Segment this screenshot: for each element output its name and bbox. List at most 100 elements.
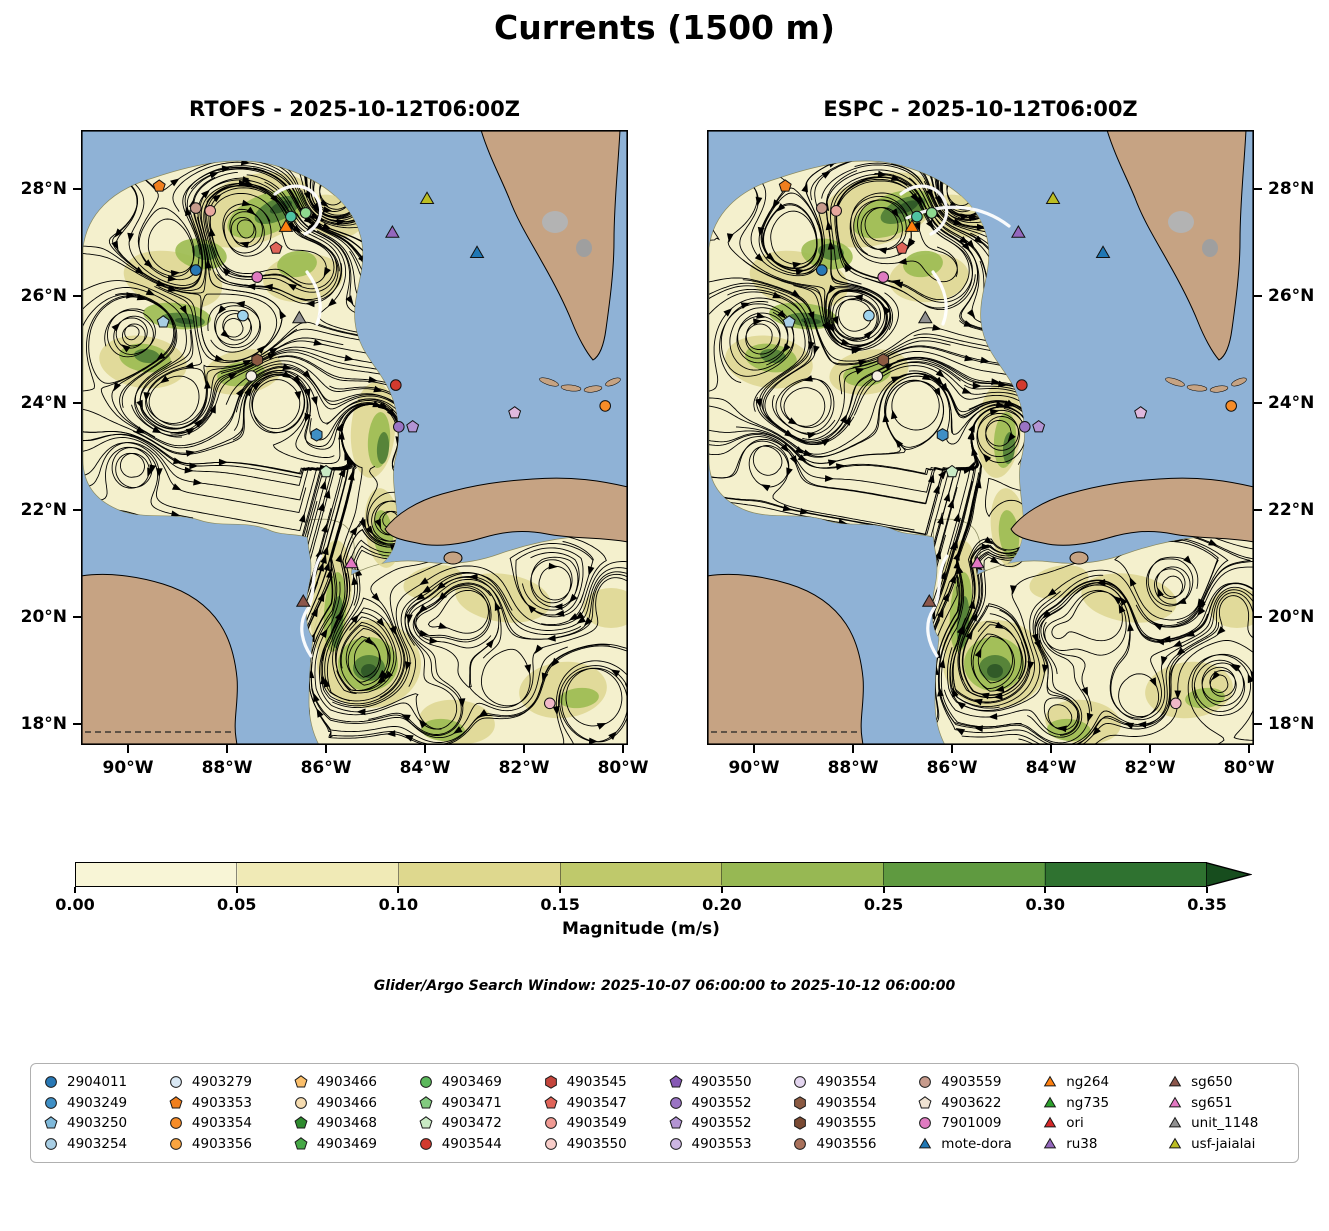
legend-entry-label: 4903554 (816, 1074, 877, 1091)
triangle-marker-icon (1168, 1116, 1182, 1128)
legend-entry: ru38 (1042, 1136, 1167, 1152)
colorbar-tick-label: 0.00 (55, 895, 95, 914)
land (81, 130, 628, 745)
colorbar-tick-mark (1206, 887, 1208, 893)
circle-marker-icon (919, 1117, 932, 1130)
colorbar-tick-mark (559, 887, 562, 893)
pentagon-marker-icon (544, 1095, 558, 1109)
instrument-marker-circle (245, 370, 258, 382)
legend-entry: 4903471 (418, 1095, 543, 1111)
pentagon-marker-icon (169, 1095, 183, 1109)
florida-land (1106, 130, 1247, 361)
lat-tick-mark (73, 294, 81, 297)
legend-entry: 4903353 (168, 1095, 293, 1111)
legend-entry: 4903552 (668, 1115, 793, 1131)
instrument-marker-ru38 (1011, 224, 1026, 238)
legend-entry-label: 4903249 (67, 1094, 128, 1111)
legend-entry-label: 2904011 (67, 1074, 128, 1091)
florida-keys (605, 377, 621, 387)
lat-tick-mark (73, 615, 81, 618)
legend-entry-label: 4903552 (691, 1115, 752, 1132)
lon-tick-mark (424, 745, 427, 753)
legend-entry: 4903544 (418, 1136, 543, 1152)
colorbar-tick-label: 0.35 (1187, 895, 1227, 914)
legend-entry: 4903553 (668, 1136, 793, 1152)
instrument-marker-circle (599, 400, 612, 412)
legend-entry: 4903254 (43, 1136, 168, 1152)
legend-entry-label: 4903550 (566, 1135, 627, 1152)
colorbar-tick-label: 0.25 (863, 895, 904, 914)
instrument-marker-circle (285, 210, 297, 223)
legend-entry-label: 4903469 (441, 1074, 502, 1091)
lon-tick-label: 82°W (498, 758, 550, 778)
legend-entry-label: 4903549 (566, 1115, 627, 1132)
legend-entry-label: ru38 (1066, 1135, 1098, 1152)
instrument-marker-circle (190, 264, 202, 276)
circle-marker-icon (169, 1076, 182, 1089)
lat-tick-mark (1254, 615, 1262, 618)
circle-marker-icon (544, 1137, 557, 1150)
florida-keys (560, 384, 582, 392)
circle-marker-icon (419, 1137, 432, 1150)
colorbar-segment-divider (559, 863, 561, 885)
circle-marker-icon (419, 1076, 432, 1089)
hexagon-marker-icon (794, 1116, 807, 1131)
pentagon-marker-icon (669, 1075, 682, 1088)
instrument-marker-ru38 (385, 224, 400, 238)
instrument-marker-sg650 (295, 593, 311, 607)
triangle-marker-icon (1043, 1096, 1057, 1108)
instrument-marker-pentagon (778, 179, 792, 192)
lon-tick-mark (852, 745, 855, 753)
instrument-marker-circle (911, 210, 923, 223)
pentagon-marker-icon (918, 1095, 932, 1109)
instrument-marker-sg651 (969, 555, 985, 569)
instrument-marker-circle (816, 264, 828, 276)
legend-entry: 4903554 (792, 1074, 917, 1090)
circle-marker-icon (794, 1137, 807, 1150)
instrument-marker-circle (1170, 697, 1182, 710)
legend-entry-label: mote-dora (941, 1135, 1012, 1152)
legend-entry-label: 4903279 (191, 1074, 253, 1091)
pentagon-marker-icon (294, 1136, 308, 1150)
gray-nodata-patch (1168, 211, 1194, 233)
instrument-marker-circle (1016, 379, 1028, 391)
instrument-marker-hexagon (251, 353, 264, 367)
legend-entry: 4903552 (668, 1095, 793, 1111)
instrument-marker-circle (863, 309, 875, 322)
colorbar-tick-label: 0.15 (540, 895, 580, 914)
colorbar-segment-divider (398, 863, 400, 885)
hexagon-marker-icon (794, 1095, 807, 1110)
colorbar-segment-divider (883, 863, 885, 885)
circle-marker-icon (169, 1117, 182, 1130)
figure-title: Currents (1500 m) (494, 8, 835, 47)
legend-entry: 4903250 (43, 1115, 168, 1131)
map-frame (81, 130, 628, 745)
legend-entry-label: unit_1148 (1191, 1115, 1259, 1132)
legend-entry-label: 4903552 (691, 1094, 752, 1111)
legend-entry-label: ori (1066, 1115, 1084, 1132)
instrument-marker-pentagon (945, 464, 959, 478)
instrument-marker-pentagon (1134, 406, 1148, 419)
circle-marker-icon (294, 1096, 307, 1109)
legend-entry: 2904011 (43, 1074, 168, 1090)
map-frame (707, 130, 1254, 745)
legend-entry: 4903622 (917, 1095, 1042, 1111)
legend-entry: 4903472 (418, 1115, 543, 1131)
legend: 2904011 4903249 4903250 4903254 4903279 49033… (30, 1063, 1299, 1163)
instrument-marker-pentagon (508, 406, 522, 419)
lon-tick-mark (325, 745, 328, 753)
colorbar-tick-label: 0.05 (216, 895, 257, 914)
legend-entry-label: 4903622 (941, 1094, 1002, 1111)
instrument-marker-mote-dora (469, 245, 485, 259)
legend-entry-label: 4903356 (191, 1135, 253, 1152)
instrument-marker-pentagon (1032, 419, 1046, 433)
lat-tick-label: 28°N (1268, 178, 1315, 199)
legend-entry-label: 4903556 (816, 1135, 877, 1152)
legend-entry: unit_1148 (1167, 1115, 1292, 1131)
legend-entry-label: 4903471 (441, 1094, 502, 1111)
triangle-marker-icon (919, 1137, 932, 1149)
legend-entry-label: usf-jaialai (1191, 1135, 1256, 1152)
legend-entry-label: sg651 (1191, 1094, 1233, 1111)
search-window-text: Glider/Argo Search Window: 2025-10-07 06… (373, 978, 956, 994)
circle-marker-icon (544, 1117, 557, 1130)
